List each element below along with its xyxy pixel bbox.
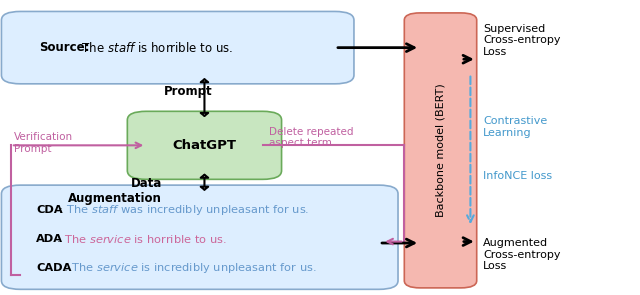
Text: ADA: ADA <box>36 234 63 244</box>
Text: CDA: CDA <box>36 205 63 215</box>
Text: ChatGPT: ChatGPT <box>172 139 236 152</box>
Text: :: : <box>63 263 67 273</box>
Text: Data
Augmentation: Data Augmentation <box>68 177 162 205</box>
Text: Supervised
Cross-entropy
Loss: Supervised Cross-entropy Loss <box>483 24 561 57</box>
FancyBboxPatch shape <box>1 12 354 84</box>
FancyBboxPatch shape <box>1 185 398 289</box>
Text: Contrastive
Learning: Contrastive Learning <box>483 117 547 138</box>
Text: Backbone model (BERT): Backbone model (BERT) <box>435 83 445 217</box>
Text: Verification
Prompt: Verification Prompt <box>14 132 73 154</box>
Text: CADA: CADA <box>36 263 72 273</box>
Text: The $service$ is horrible to us.: The $service$ is horrible to us. <box>61 233 227 245</box>
Text: Prompt: Prompt <box>164 85 212 98</box>
Text: The $staff$ was incredibly unpleasant for us.: The $staff$ was incredibly unpleasant fo… <box>63 203 310 217</box>
Text: The $staff$ is horrible to us.: The $staff$ is horrible to us. <box>78 41 234 55</box>
Text: The $service$ is incredibly unpleasant for us.: The $service$ is incredibly unpleasant f… <box>68 260 316 275</box>
Text: Augmented
Cross-entropy
Loss: Augmented Cross-entropy Loss <box>483 238 561 271</box>
Text: Delete repeated
aspect term: Delete repeated aspect term <box>269 127 353 148</box>
Text: InfoNCE loss: InfoNCE loss <box>483 171 552 181</box>
Text: Source:: Source: <box>39 41 90 54</box>
Text: :: : <box>57 234 61 244</box>
FancyBboxPatch shape <box>404 13 477 288</box>
FancyBboxPatch shape <box>127 111 282 179</box>
Text: :: : <box>59 205 63 215</box>
